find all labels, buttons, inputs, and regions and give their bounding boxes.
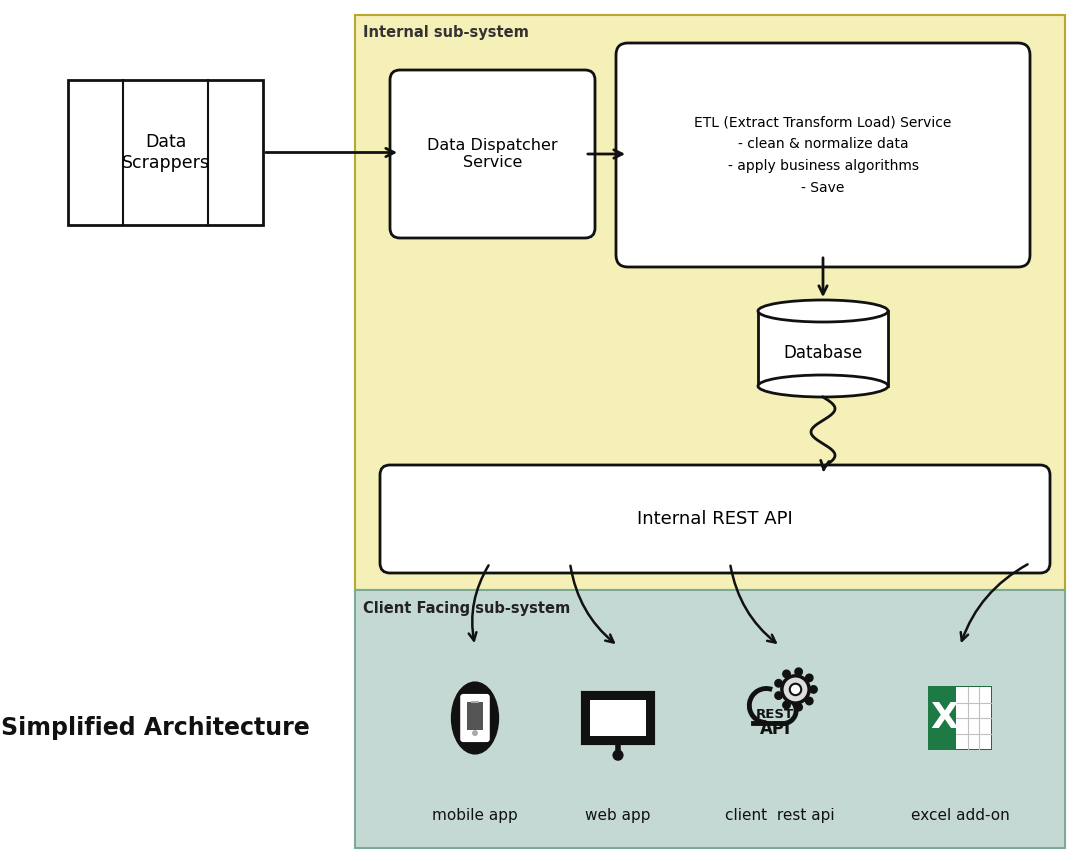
Bar bbox=[471, 701, 479, 703]
Text: Internal sub-system: Internal sub-system bbox=[363, 26, 529, 40]
FancyBboxPatch shape bbox=[584, 693, 653, 743]
Circle shape bbox=[795, 668, 802, 675]
Circle shape bbox=[790, 684, 801, 695]
Bar bbox=[590, 700, 645, 736]
Text: Internal REST API: Internal REST API bbox=[637, 510, 792, 528]
Circle shape bbox=[783, 670, 790, 678]
Circle shape bbox=[775, 679, 783, 687]
FancyBboxPatch shape bbox=[390, 70, 595, 238]
Circle shape bbox=[613, 750, 624, 761]
Text: REST: REST bbox=[756, 709, 795, 722]
Bar bbox=[355, 15, 1065, 590]
Bar bbox=[758, 311, 888, 386]
Text: Data Dispatcher
Service: Data Dispatcher Service bbox=[427, 138, 558, 170]
Circle shape bbox=[472, 730, 478, 736]
Ellipse shape bbox=[758, 375, 888, 397]
Text: mobile app: mobile app bbox=[432, 808, 518, 823]
Text: client  rest api: client rest api bbox=[725, 808, 835, 823]
Bar bbox=[467, 703, 483, 729]
Text: Data
Scrappers: Data Scrappers bbox=[121, 133, 210, 172]
Text: excel add-on: excel add-on bbox=[910, 808, 1010, 823]
Text: Client Facing sub-system: Client Facing sub-system bbox=[363, 600, 571, 616]
Circle shape bbox=[805, 697, 813, 704]
Circle shape bbox=[810, 685, 817, 693]
Ellipse shape bbox=[451, 681, 499, 754]
Bar bbox=[927, 685, 992, 750]
Ellipse shape bbox=[758, 300, 888, 322]
Bar bbox=[68, 80, 263, 225]
Circle shape bbox=[782, 676, 810, 703]
Text: web app: web app bbox=[585, 808, 651, 823]
Text: ETL (Extract Transform Load) Service
- clean & normalize data
- apply business a: ETL (Extract Transform Load) Service - c… bbox=[694, 115, 951, 195]
Text: Database: Database bbox=[784, 344, 863, 362]
Circle shape bbox=[805, 674, 813, 682]
Circle shape bbox=[783, 702, 790, 709]
FancyBboxPatch shape bbox=[381, 465, 1050, 573]
Bar bbox=[957, 687, 991, 749]
Text: Simplified Architecture: Simplified Architecture bbox=[1, 716, 309, 740]
Bar bbox=[927, 685, 958, 750]
Text: API: API bbox=[760, 720, 790, 738]
Bar bbox=[355, 590, 1065, 848]
Circle shape bbox=[775, 692, 783, 699]
Circle shape bbox=[795, 703, 802, 711]
Text: X: X bbox=[931, 701, 959, 735]
FancyBboxPatch shape bbox=[616, 43, 1030, 267]
FancyBboxPatch shape bbox=[461, 694, 490, 742]
